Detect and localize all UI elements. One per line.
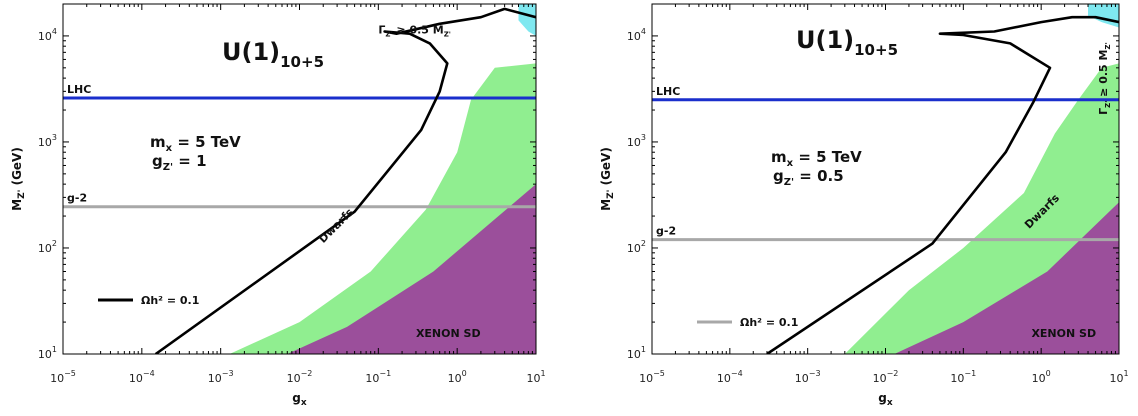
panel1-plot: 10−5 10−4 10−3 10−2 10−1 100 101 101 102 103 104 gx… (599, 3, 1129, 408)
panel0-param-gz: gZ' = 1 (152, 152, 207, 173)
panel1-region-xenon-sd (894, 202, 1119, 354)
panel0-y-tick-label: 103 (38, 133, 57, 149)
panel1-x-tick-label: 10−2 (873, 369, 899, 385)
panel0-param-mx: mx = 5 TeV (150, 133, 241, 154)
panel0-title: U(1)10+5 (222, 38, 324, 71)
panel1-y-tick-label: 103 (627, 133, 646, 149)
panel0-region--z-0-5-m-z- (518, 4, 536, 36)
panel1-x-tick-label: 10−4 (717, 369, 743, 385)
panel0-hline-label-g-2: g-2 (67, 192, 87, 205)
panel1-series-relic-contour (766, 15, 1119, 354)
panel0-plot: 10−5 10−4 10−3 10−2 10−1 100 101 101 102 103 104 gx… (10, 3, 546, 408)
panel0-x-tick-label: 10−2 (287, 369, 313, 385)
panel0-hline-label-lhc: LHC (67, 83, 91, 96)
panel1-x-tick-label: 10−1 (950, 369, 976, 385)
panel0-x-tick-label: 10−5 (50, 369, 76, 385)
panel0-x-tick-label: 100 (448, 369, 467, 385)
panel0-x-axis-label: gx (292, 391, 307, 408)
panel0-y-tick-label: 101 (38, 345, 57, 361)
panel1-param-gz: gZ' = 0.5 (773, 167, 844, 188)
panel1-y-tick-label: 101 (627, 345, 646, 361)
panel1-y-tick-label: 102 (627, 239, 646, 255)
panel0-y-tick-label: 104 (38, 27, 57, 43)
panel1-legend-label: Ωh² = 0.1 (740, 316, 798, 329)
panel0-x-tick-label: 10−3 (208, 369, 234, 385)
panel1-label-xenon-sd: XENON SD (1031, 327, 1096, 340)
panel0-x-tick-label: 10−4 (129, 369, 155, 385)
panel0-region-xenon-sd (287, 184, 536, 354)
panel1-x-tick-label: 100 (1032, 369, 1051, 385)
panel1-param-mx: mx = 5 TeV (771, 148, 862, 169)
panel1-hline-label-g-2: g-2 (656, 225, 676, 238)
panel1-x-axis-label: gx (878, 391, 893, 408)
panel1-y-axis-label: MZ' (GeV) (599, 147, 616, 211)
panel0-label-width-condition: ΓZ' ≥ 0.5 MZ' (378, 24, 451, 39)
panel1-hline-label-lhc: LHC (656, 85, 680, 98)
panel0-series-relic-contour (154, 7, 536, 354)
panel0-x-tick-label: 10−1 (365, 369, 391, 385)
panel1-x-tick-label: 101 (1109, 369, 1128, 385)
panel0-y-axis-label: MZ' (GeV) (10, 147, 27, 211)
panel0-legend-label: Ωh² = 0.1 (141, 294, 199, 307)
panel1-title: U(1)10+5 (796, 26, 898, 59)
panel0-x-tick-label: 101 (526, 369, 545, 385)
panel1-x-tick-label: 10−3 (795, 369, 821, 385)
panel0-label-xenon-sd: XENON SD (416, 327, 481, 340)
panel1-x-tick-label: 10−5 (639, 369, 665, 385)
panel1-label-width-condition: ΓZ' ≥ 0.5 MZ' (1097, 42, 1112, 115)
panel1-y-tick-label: 104 (627, 27, 646, 43)
panel0-y-tick-label: 102 (38, 239, 57, 255)
